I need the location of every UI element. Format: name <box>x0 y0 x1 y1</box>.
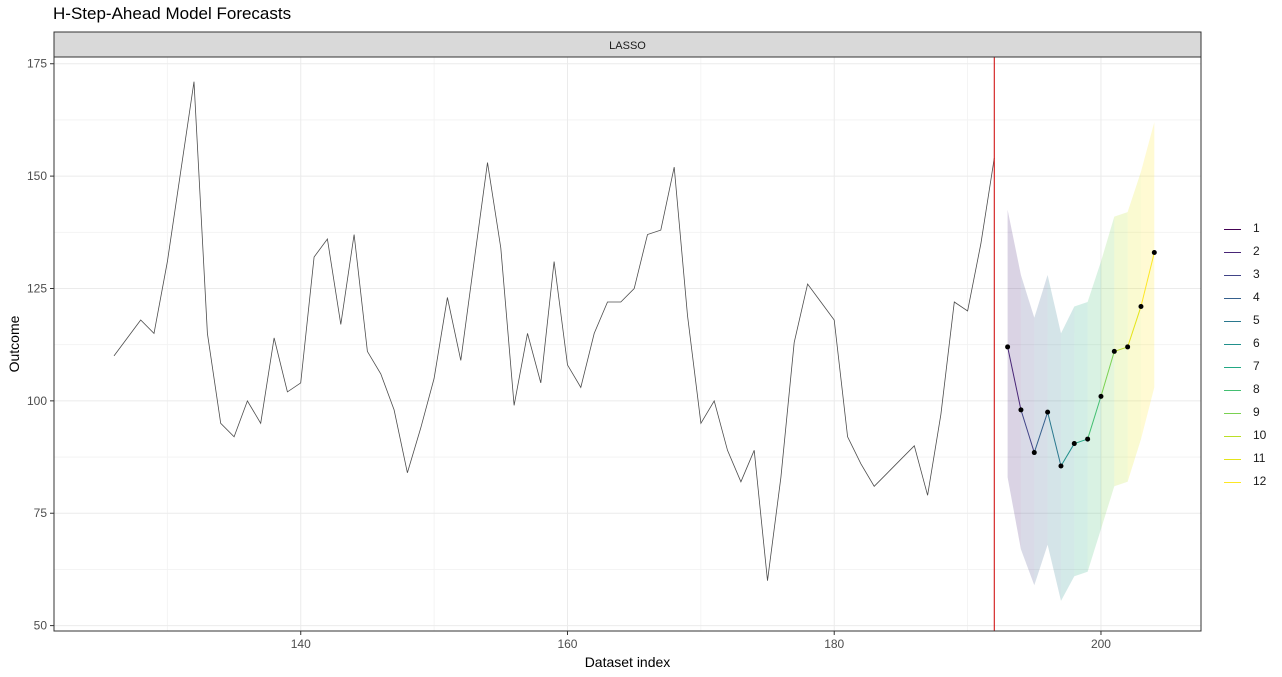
x-tick-label: 200 <box>1091 637 1111 651</box>
forecast-segment-h8 <box>1087 396 1102 440</box>
forecast-segment-h4 <box>1033 411 1049 453</box>
chart-title: H-Step-Ahead Model Forecasts <box>53 4 292 23</box>
legend-item-7: 7 <box>1224 358 1280 381</box>
legend-item-3: 3 <box>1224 266 1280 289</box>
forecast-segment-h5 <box>1047 411 1062 467</box>
forecast-segment-h3 <box>1020 409 1035 453</box>
x-tick-label: 180 <box>824 637 844 651</box>
legend-key <box>1224 229 1241 230</box>
y-tick-label: 175 <box>27 57 47 71</box>
facet-strip-label: LASSO <box>609 40 646 52</box>
facet-strip <box>53 31 1202 58</box>
forecast-points <box>1005 250 1157 469</box>
legend-label: 7 <box>1253 359 1260 373</box>
legend-key <box>1224 436 1241 437</box>
legend-item-8: 8 <box>1224 381 1280 404</box>
y-axis: 50 75 100 125 150 175 <box>27 57 54 633</box>
x-tick-label: 160 <box>557 637 577 651</box>
forecast-segment-h9 <box>1100 351 1115 397</box>
legend-key <box>1224 459 1241 460</box>
forecast-point-h10 <box>1125 344 1131 350</box>
interval-band-h6 <box>1061 306 1075 601</box>
legend-label: 11 <box>1253 451 1266 465</box>
forecast-point-h3 <box>1031 450 1037 456</box>
y-axis-label: Outcome <box>6 315 22 372</box>
legend-label: 10 <box>1253 428 1267 442</box>
history-series <box>113 81 995 581</box>
legend-item-9: 9 <box>1224 404 1280 427</box>
x-axis: 140 160 180 200 <box>291 631 1111 651</box>
legend-item-5: 5 <box>1224 312 1280 335</box>
legend-key <box>1224 252 1241 253</box>
legend-label: 3 <box>1253 267 1260 281</box>
legend-label: 9 <box>1253 405 1260 419</box>
major-gridlines <box>54 57 1201 631</box>
legend-label: 5 <box>1253 313 1260 327</box>
y-tick-label: 150 <box>27 169 47 183</box>
legend-item-2: 2 <box>1224 243 1280 266</box>
y-tick-label: 75 <box>34 506 48 520</box>
legend-key <box>1224 344 1241 345</box>
forecast-segment-h12 <box>1140 252 1155 307</box>
legend-label: 1 <box>1253 221 1260 235</box>
forecast-point-h11 <box>1138 303 1144 309</box>
forecast-point-h1 <box>1005 344 1011 350</box>
forecast-point-h12 <box>1151 250 1157 256</box>
forecast-point-h7 <box>1085 436 1091 442</box>
minor-gridlines <box>54 57 1201 631</box>
legend: 1 2 3 4 5 6 7 8 9 10 11 12 <box>1224 220 1280 496</box>
forecast-point-h8 <box>1098 393 1104 399</box>
forecast-point-h2 <box>1018 407 1024 413</box>
interval-band-h4 <box>1034 275 1048 586</box>
x-tick-label: 140 <box>291 637 311 651</box>
legend-label: 12 <box>1253 474 1267 488</box>
forecast-segment-h6 <box>1060 443 1075 467</box>
forecast-point-h6 <box>1071 441 1077 447</box>
legend-label: 8 <box>1253 382 1260 396</box>
interval-band-h7 <box>1074 302 1088 577</box>
forecast-point-h4 <box>1045 409 1051 415</box>
legend-key <box>1224 482 1241 483</box>
legend-key <box>1224 321 1241 322</box>
legend-item-4: 4 <box>1224 289 1280 312</box>
x-axis-label: Dataset index <box>585 654 671 670</box>
y-tick-label: 125 <box>27 281 47 295</box>
legend-item-11: 11 <box>1224 450 1280 473</box>
legend-key <box>1224 367 1241 368</box>
legend-label: 2 <box>1253 244 1260 258</box>
legend-item-1: 1 <box>1224 220 1280 243</box>
forecast-segment-h2 <box>1007 346 1022 410</box>
legend-item-12: 12 <box>1224 473 1280 496</box>
prediction-intervals <box>1007 122 1155 601</box>
legend-item-6: 6 <box>1224 335 1280 358</box>
legend-key <box>1224 413 1241 414</box>
y-tick-label: 50 <box>34 619 48 633</box>
legend-key <box>1224 390 1241 391</box>
legend-label: 4 <box>1253 290 1260 304</box>
legend-item-10: 10 <box>1224 427 1280 450</box>
forecast-segment-h11 <box>1127 306 1142 348</box>
legend-key <box>1224 298 1241 299</box>
legend-key <box>1224 275 1241 276</box>
history-line <box>113 81 995 581</box>
y-tick-label: 100 <box>27 394 47 408</box>
forecast-point-h9 <box>1111 348 1117 354</box>
forecast-point-h5 <box>1058 463 1064 469</box>
legend-label: 6 <box>1253 336 1260 350</box>
